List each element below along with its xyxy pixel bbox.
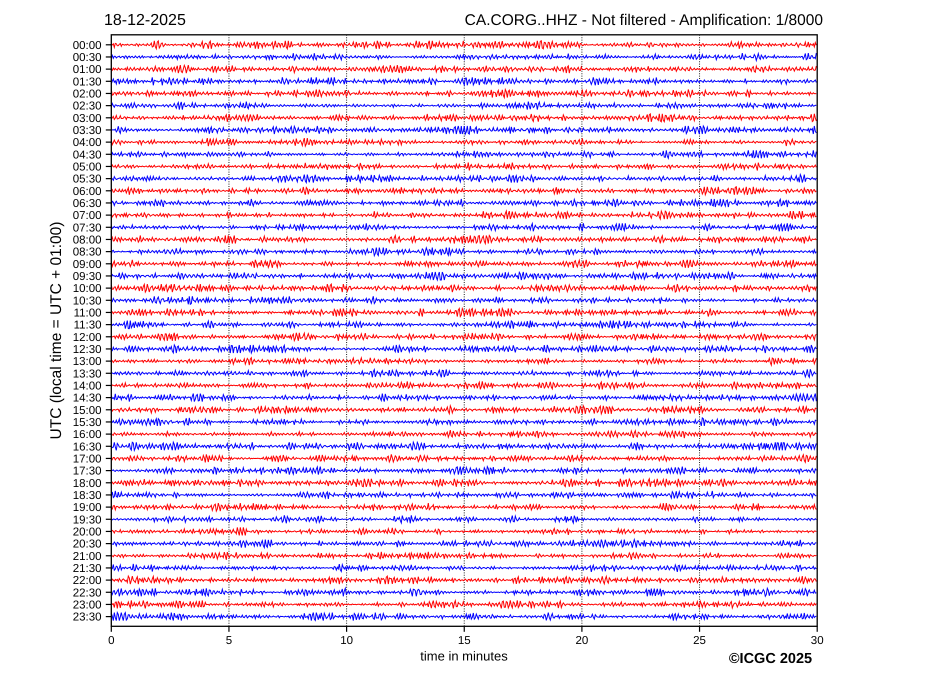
svg-text:13:30: 13:30 [73,368,102,380]
svg-text:01:00: 01:00 [73,64,102,76]
svg-text:16:30: 16:30 [73,441,102,453]
svg-text:08:30: 08:30 [73,247,102,259]
svg-text:19:30: 19:30 [73,514,102,526]
svg-text:5: 5 [226,635,232,647]
svg-text:14:00: 14:00 [73,381,102,393]
svg-text:23:30: 23:30 [73,612,102,624]
svg-text:10:30: 10:30 [73,295,102,307]
svg-text:06:30: 06:30 [73,198,102,210]
svg-text:09:00: 09:00 [73,259,102,271]
svg-text:11:30: 11:30 [74,320,102,332]
svg-text:20:30: 20:30 [73,539,102,551]
svg-text:12:30: 12:30 [73,344,102,356]
svg-text:©ICGC 2025: ©ICGC 2025 [729,651,812,667]
svg-text:15:00: 15:00 [73,405,102,417]
svg-text:21:30: 21:30 [73,563,102,575]
svg-text:18-12-2025: 18-12-2025 [104,12,186,29]
svg-text:0: 0 [108,635,114,647]
svg-text:CA.CORG..HHZ - Not filtered -: CA.CORG..HHZ - Not filtered - Amplificat… [465,12,824,29]
svg-text:04:00: 04:00 [73,137,102,149]
svg-text:30: 30 [811,635,824,647]
svg-text:17:30: 17:30 [73,466,102,478]
svg-text:09:30: 09:30 [73,271,102,283]
svg-text:25: 25 [693,635,706,647]
svg-text:07:30: 07:30 [73,222,102,234]
svg-text:04:30: 04:30 [73,149,102,161]
svg-text:time in minutes: time in minutes [420,649,508,664]
svg-text:20: 20 [576,635,589,647]
svg-text:10:00: 10:00 [73,283,102,295]
svg-text:11:00: 11:00 [74,308,102,320]
svg-text:07:00: 07:00 [73,210,102,222]
svg-text:18:00: 18:00 [73,478,102,490]
svg-text:03:00: 03:00 [73,113,102,125]
svg-text:13:00: 13:00 [73,356,102,368]
svg-text:15: 15 [458,635,471,647]
svg-text:19:00: 19:00 [73,502,102,514]
svg-text:10: 10 [340,635,353,647]
svg-text:05:00: 05:00 [73,162,102,174]
svg-text:06:00: 06:00 [73,186,102,198]
svg-text:16:00: 16:00 [73,429,102,441]
svg-text:22:30: 22:30 [73,587,102,599]
svg-text:00:30: 00:30 [73,52,102,64]
svg-text:23:00: 23:00 [73,600,102,612]
svg-text:UTC (local time = UTC + 01:00): UTC (local time = UTC + 01:00) [48,222,65,440]
svg-text:01:30: 01:30 [73,76,102,88]
svg-text:20:00: 20:00 [73,527,102,539]
svg-text:21:00: 21:00 [73,551,102,563]
svg-text:03:30: 03:30 [73,125,102,137]
svg-text:02:00: 02:00 [73,89,102,101]
svg-text:14:30: 14:30 [73,393,102,405]
svg-text:22:00: 22:00 [73,575,102,587]
svg-text:15:30: 15:30 [73,417,102,429]
svg-text:17:00: 17:00 [73,454,102,466]
svg-text:05:30: 05:30 [73,174,102,186]
svg-text:00:00: 00:00 [73,40,102,52]
svg-text:02:30: 02:30 [73,101,102,113]
svg-text:12:00: 12:00 [73,332,102,344]
svg-text:18:30: 18:30 [73,490,102,502]
svg-text:08:00: 08:00 [73,235,102,247]
